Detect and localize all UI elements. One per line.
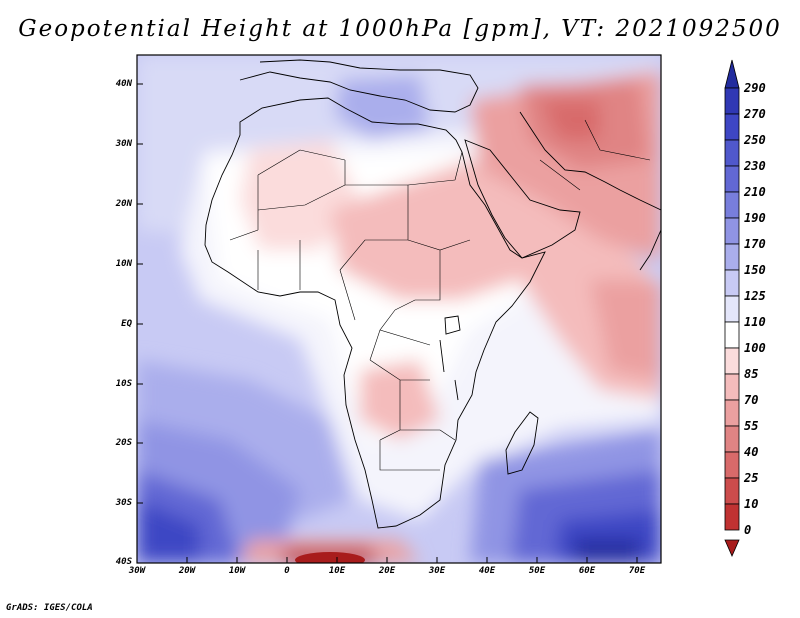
lat-label: 40N [115, 79, 132, 89]
axis-ticks [137, 83, 638, 563]
colorbar-label: 250 [744, 133, 766, 147]
colorbar-label: 230 [744, 159, 766, 173]
colorbar [724, 59, 740, 557]
lat-label: 20S [115, 438, 132, 448]
colorbar-bottom-arrow [724, 539, 740, 557]
colorbar-swatch [724, 87, 740, 115]
colorbar-swatch [724, 477, 740, 505]
map-frame [136, 54, 662, 564]
colorbar-label: 55 [744, 419, 759, 433]
colorbar-label: 40 [744, 445, 759, 459]
colorbar-label: 150 [744, 263, 766, 277]
lon-label: 20E [378, 566, 396, 576]
africa-coastline [204, 97, 546, 529]
colorbar-label: 125 [744, 289, 766, 303]
geopotential-shading [137, 55, 661, 563]
lon-label: 10W [228, 566, 246, 576]
lon-label: 10E [328, 566, 346, 576]
lat-label: 20N [115, 199, 132, 209]
europe-coastline [239, 59, 479, 113]
colorbar-label: 70 [744, 393, 759, 407]
colorbar-swatch [724, 295, 740, 323]
colorbar-swatch [724, 399, 740, 427]
lon-label: 40E [478, 566, 496, 576]
arabia-coastline [464, 139, 581, 259]
lon-label: 50E [528, 566, 546, 576]
colorbar-top-arrow [724, 59, 740, 89]
map-title: Geopotential Height at 1000hPa [gpm], VT… [18, 16, 782, 42]
india-coastline [639, 229, 661, 271]
colorbar-swatch [724, 243, 740, 271]
colorbar-label: 290 [744, 81, 766, 95]
lon-label: 0 [284, 566, 290, 576]
colorbar-swatch [724, 451, 740, 479]
country-borders [229, 119, 651, 471]
colorbar-swatch [724, 139, 740, 167]
colorbar-swatch [724, 347, 740, 375]
lat-label: 40S [115, 557, 132, 567]
lat-label: 10N [115, 259, 132, 269]
colorbar-label: 110 [744, 315, 766, 329]
colorbar-label: 85 [744, 367, 759, 381]
gulf-coastline [519, 111, 661, 211]
colorbar-swatch [724, 269, 740, 297]
lat-label: 10S [115, 379, 132, 389]
colorbar-label: 210 [744, 185, 766, 199]
lake-victoria [444, 315, 461, 335]
colorbar-swatch [724, 373, 740, 401]
colorbar-label: 190 [744, 211, 766, 225]
madagascar-coastline [505, 411, 539, 475]
lat-label: 30S [115, 498, 132, 508]
colorbar-swatch [724, 425, 740, 453]
colorbar-swatch [724, 321, 740, 349]
colorbar-label: 270 [744, 107, 766, 121]
colorbar-swatch [724, 191, 740, 219]
colorbar-label: 170 [744, 237, 766, 251]
lon-label: 60E [578, 566, 596, 576]
lat-label: EQ [121, 319, 132, 329]
lat-label: 30N [115, 139, 132, 149]
lake-tanganyika [439, 339, 445, 373]
colorbar-swatch [724, 165, 740, 193]
software-credit: GrADS: IGES/COLA [6, 603, 93, 613]
colorbar-label: 0 [744, 523, 752, 537]
colorbar-swatch [724, 503, 740, 531]
colorbar-label: 10 [744, 497, 759, 511]
colorbar-swatch [724, 217, 740, 245]
lake-malawi [454, 379, 459, 401]
colorbar-label: 100 [744, 341, 766, 355]
lon-label: 20W [178, 566, 196, 576]
lon-label: 70E [628, 566, 646, 576]
colorbar-label: 25 [744, 471, 759, 485]
colorbar-swatch [724, 113, 740, 141]
lon-label: 30W [128, 566, 146, 576]
coastlines [204, 59, 661, 529]
lon-label: 30E [428, 566, 446, 576]
